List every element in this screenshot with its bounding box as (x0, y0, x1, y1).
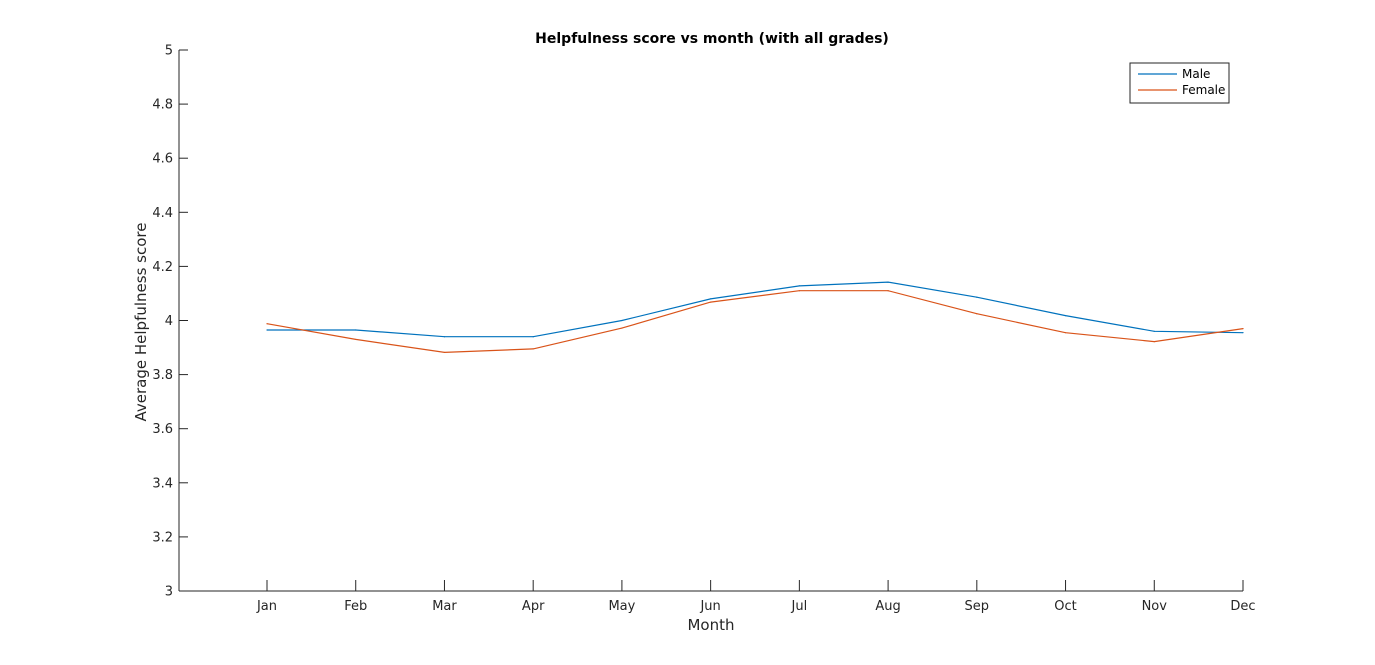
series-line-female (266, 290, 1244, 354)
x-tick-label: Feb (344, 599, 367, 614)
data-point-female (621, 327, 623, 329)
data-point-male (976, 296, 978, 298)
y-tick-label: 4.8 (152, 98, 173, 113)
data-point-male (443, 336, 446, 338)
x-tick-label: Jun (699, 599, 720, 614)
data-point-male (532, 336, 534, 338)
y-tick-label: 3.6 (152, 422, 173, 437)
x-tick-label: Dec (1230, 599, 1255, 614)
x-tick-label: May (608, 599, 635, 614)
data-point-male (1064, 315, 1067, 317)
data-point-male (355, 329, 357, 331)
series-line-male (267, 281, 1244, 338)
data-point-female (887, 290, 889, 292)
y-axis-title: Average Helpfulness score (132, 223, 150, 422)
x-axis-title: Month (687, 616, 734, 634)
data-point-male (621, 319, 623, 322)
series-lines (266, 281, 1244, 354)
y-tick-label: 3 (165, 585, 173, 600)
data-point-male (1153, 330, 1155, 332)
x-tick-label: Aug (875, 599, 900, 614)
data-point-male (798, 285, 800, 287)
y-tick-label: 4 (165, 314, 173, 329)
chart-title: Helpfulness score vs month (with all gra… (535, 31, 889, 47)
data-point-female (532, 348, 534, 350)
legend: Male Female (1129, 62, 1230, 104)
y-tick-label: 3.2 (152, 530, 173, 545)
data-point-male (1242, 332, 1244, 334)
y-tick-label: 4.2 (152, 260, 173, 275)
data-point-male (266, 329, 268, 331)
y-tick-label: 5 (165, 44, 173, 59)
y-tick-label: 3.8 (152, 368, 173, 383)
data-point-female (798, 290, 800, 292)
legend-box (1129, 62, 1230, 104)
data-point-female (1153, 340, 1155, 343)
x-tick-label: Sep (965, 599, 990, 614)
data-point-female (266, 323, 268, 325)
data-point-male (710, 298, 712, 300)
x-tick-label: Jan (256, 599, 277, 614)
x-tick-label: Mar (432, 599, 457, 614)
data-point-female (976, 313, 978, 315)
data-point-male (887, 281, 889, 283)
ticks: 3 3.2 3.4 3.6 3.8 4 4.2 4.4 4.6 4.8 5 Jan Feb Mar Apr M… (152, 44, 1255, 615)
legend-label-male: Male (1182, 67, 1210, 81)
data-point-female (710, 301, 712, 303)
legend-label-female: Female (1182, 83, 1225, 97)
x-tick-label: Jul (791, 599, 808, 614)
x-tick-label: Nov (1142, 599, 1168, 614)
x-tick-label: Oct (1054, 599, 1076, 614)
x-tick-label: Apr (522, 599, 545, 614)
y-tick-label: 3.4 (152, 476, 173, 491)
y-tick-label: 4.4 (152, 206, 173, 221)
y-tick-label: 4.6 (152, 152, 173, 167)
data-point-female (355, 338, 357, 341)
axes (178, 50, 1243, 592)
data-point-female (443, 351, 446, 354)
data-point-female (1064, 332, 1067, 334)
data-point-female (1242, 328, 1244, 330)
